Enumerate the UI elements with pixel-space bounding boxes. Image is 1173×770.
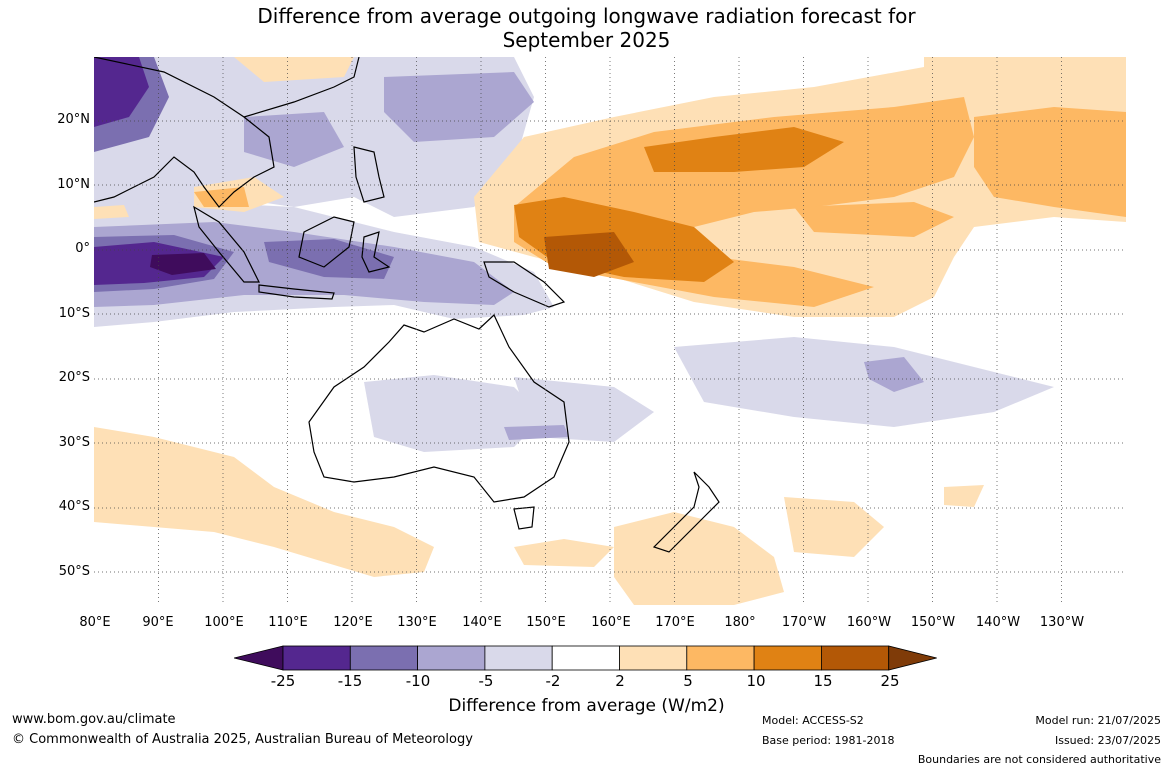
colorbar-tick-label: -15	[337, 672, 363, 690]
anomaly-map	[94, 57, 1126, 605]
footer-url: www.bom.gov.au/climate	[12, 712, 176, 727]
anomaly-region	[150, 253, 216, 275]
colorbar-segment	[551, 645, 620, 671]
coastline-tasmania	[513, 506, 535, 530]
anomaly-region	[234, 57, 354, 82]
anomaly-region	[794, 202, 954, 237]
lon-label: 170°E	[655, 615, 695, 630]
colorbar-segment	[282, 645, 351, 671]
footer-model: Model: ACCESS-S2	[762, 714, 864, 727]
footer-disclaimer: Boundaries are not considered authoritat…	[917, 753, 1161, 766]
lon-label: 170°W	[781, 615, 827, 630]
colorbar-tick-label: -2	[545, 672, 561, 690]
lon-label: 150°W	[910, 615, 956, 630]
coastline-sumatra	[193, 205, 260, 283]
lon-label: 110°E	[268, 615, 308, 630]
colorbar-tick-label: -5	[478, 672, 494, 690]
anomaly-region	[94, 57, 149, 127]
anomaly-region	[364, 375, 544, 452]
colorbar-segment	[821, 645, 890, 671]
coastlines	[94, 57, 720, 553]
coastline-china-coast	[243, 57, 360, 118]
anomaly-region	[544, 232, 634, 277]
coastline-borneo	[298, 216, 355, 268]
lat-label: 20°N	[57, 112, 90, 127]
lon-label: 150°E	[526, 615, 566, 630]
colorbar-segment	[417, 645, 486, 671]
colorbar-segment	[484, 645, 553, 671]
lon-label: 140°W	[975, 615, 1021, 630]
lon-label: 100°E	[204, 615, 244, 630]
colorbar-tick-label: 2	[615, 672, 625, 690]
map-title: Difference from average outgoing longwav…	[0, 4, 1173, 52]
lon-label: 160°E	[591, 615, 631, 630]
anomaly-region	[944, 485, 984, 507]
lon-label: 80°E	[79, 615, 111, 630]
title-line-1: Difference from average outgoing longwav…	[257, 4, 916, 28]
colorbar-tick-label: 10	[746, 672, 766, 690]
colorbar-tick-label: -10	[405, 672, 431, 690]
gridlines	[94, 57, 1126, 605]
anomaly-region	[864, 357, 924, 392]
lat-label: 50°S	[58, 564, 90, 579]
anomaly-region	[384, 72, 534, 142]
colorbar-tick-label: 15	[813, 672, 833, 690]
coastline-new-zealand	[652, 471, 720, 553]
lon-label: 130°E	[397, 615, 437, 630]
anomaly-region	[514, 539, 614, 567]
coastline-australia	[308, 313, 570, 503]
colorbar-segment	[349, 645, 419, 671]
colorbar-segment	[686, 645, 755, 671]
colorbar-arrow-low	[234, 645, 284, 671]
coastline-mainland-asia	[94, 57, 275, 208]
anomaly-region	[784, 497, 884, 557]
anomaly-region	[94, 205, 129, 219]
anomaly-region	[264, 239, 394, 279]
anomaly-region	[244, 112, 344, 167]
colorbar-segment	[753, 645, 822, 671]
map-canvas	[94, 57, 1126, 605]
footer-model-run: Model run: 21/07/2025	[1035, 714, 1161, 727]
colorbar-title: Difference from average (W/m2)	[448, 696, 725, 716]
negative-anomaly-regions	[94, 57, 1054, 452]
lon-label: 180°	[724, 615, 756, 630]
colorbar-tick-label: 5	[683, 672, 693, 690]
lon-label: 90°E	[142, 615, 174, 630]
positive-anomaly-regions	[94, 57, 1126, 605]
colorbar-tick-label: -25	[270, 672, 296, 690]
coastline-java	[258, 284, 335, 300]
anomaly-region	[504, 425, 569, 440]
colorbar-tick-label: 25	[880, 672, 900, 690]
footer-base-period: Base period: 1981-2018	[762, 734, 895, 747]
colorbar-arrow-high	[888, 645, 937, 671]
coastline-sulawesi	[361, 231, 391, 273]
lon-label: 120°E	[333, 615, 373, 630]
colorbar	[234, 645, 937, 671]
anomaly-region	[94, 427, 434, 577]
lon-label: 160°W	[846, 615, 892, 630]
lat-label: 20°S	[58, 370, 90, 385]
lon-label: 130°W	[1039, 615, 1085, 630]
colorbar-segment	[619, 645, 688, 671]
lon-label: 140°E	[462, 615, 502, 630]
lat-label: 0°	[75, 241, 90, 256]
lat-label: 10°S	[58, 306, 90, 321]
lat-label: 30°S	[58, 435, 90, 450]
anomaly-region	[614, 512, 784, 605]
anomaly-region	[644, 127, 844, 172]
title-line-2: September 2025	[502, 28, 671, 52]
lat-label: 40°S	[58, 499, 90, 514]
footer-issued: Issued: 23/07/2025	[1054, 734, 1161, 747]
coastline-philippines	[353, 146, 385, 203]
coastline-new-guinea	[483, 261, 566, 308]
footer-copyright: © Commonwealth of Australia 2025, Austra…	[12, 732, 473, 747]
anomaly-region	[674, 337, 1054, 427]
anomaly-region	[974, 107, 1126, 217]
lat-label: 10°N	[57, 177, 90, 192]
